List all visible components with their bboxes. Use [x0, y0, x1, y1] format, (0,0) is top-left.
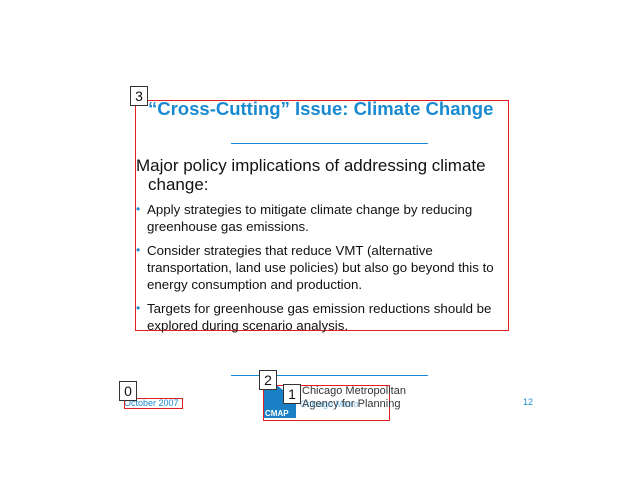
logo-subtext: Chicago Metro	[300, 399, 359, 409]
bullet-text: Targets for greenhouse gas emission redu…	[147, 301, 492, 333]
logo-line-1: Chicago Metropolitan	[302, 385, 406, 397]
bullet-item: • Targets for greenhouse gas emission re…	[135, 300, 507, 334]
title-divider	[231, 143, 428, 144]
lead-line-1: Major policy implications of addressing …	[136, 156, 486, 175]
lead-line-2: change:	[148, 175, 209, 194]
footer-divider	[231, 375, 428, 376]
bullet-item: • Apply strategies to mitigate climate c…	[135, 201, 507, 235]
annotation-box-logo	[263, 385, 390, 421]
bullet-text: Apply strategies to mitigate climate cha…	[147, 202, 473, 234]
bullet-dot-icon: •	[136, 202, 141, 216]
annotation-tag-0: 0	[119, 381, 137, 401]
annotation-box-content	[135, 100, 509, 331]
footer-date: October 2007	[124, 398, 179, 408]
bullet-text: Consider strategies that reduce VMT (alt…	[147, 243, 494, 292]
annotation-tag-1: 1	[283, 384, 301, 404]
logo-wordmark: Chicago Metropolitan Agency for Planning	[302, 385, 406, 411]
lead-paragraph: Major policy implications of addressing …	[136, 156, 506, 194]
bullet-list: • Apply strategies to mitigate climate c…	[135, 201, 507, 341]
logo-badge-text: CMAP	[265, 409, 289, 418]
annotation-tag-2: 2	[259, 370, 277, 390]
bullet-item: • Consider strategies that reduce VMT (a…	[135, 242, 507, 293]
annotation-tag-3: 3	[130, 86, 148, 106]
logo-line-2: Agency for Planning	[302, 398, 401, 410]
slide-title: “Cross-Cutting” Issue: Climate Change	[148, 98, 494, 119]
bullet-dot-icon: •	[136, 243, 141, 257]
annotation-box-date	[124, 398, 183, 409]
bullet-dot-icon: •	[136, 301, 141, 315]
page-number: 12	[523, 397, 534, 407]
